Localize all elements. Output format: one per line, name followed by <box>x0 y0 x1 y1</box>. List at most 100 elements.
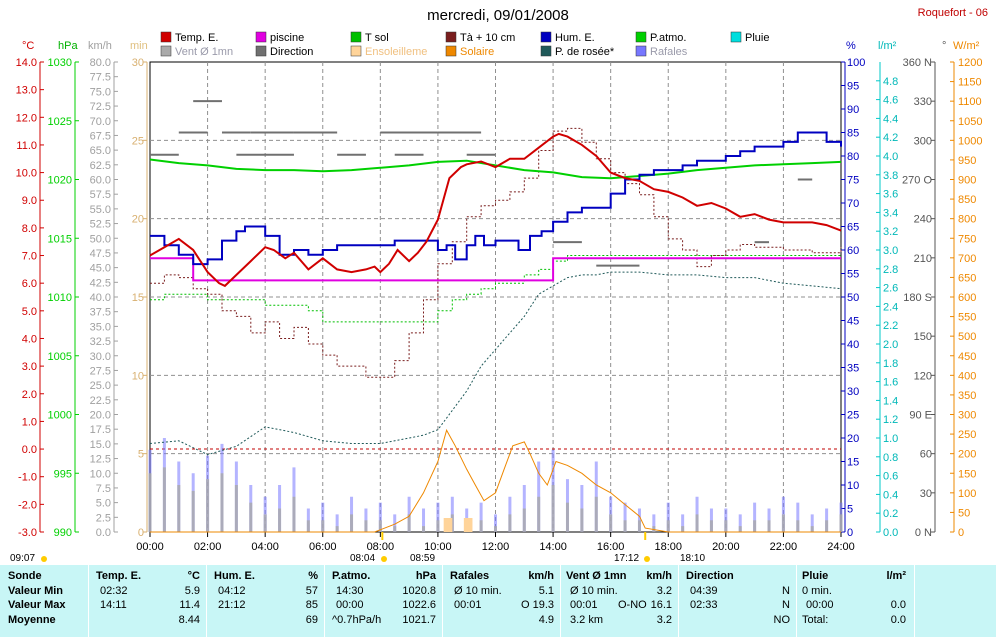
hum-tick-label: 55 <box>847 269 859 281</box>
hum-tick-label: 70 <box>847 198 859 210</box>
vent-tick-label: 42.5 <box>90 277 111 289</box>
pluie-tick-label: 3.6 <box>883 189 898 201</box>
pluie-tick-label: 0.0 <box>883 527 898 539</box>
patmo-avg-value: 1021.7 <box>402 613 436 626</box>
patmo-max-value: 1022.6 <box>402 599 436 611</box>
temp-tick-label: 6.0 <box>22 278 37 290</box>
unit-rafales: km/h <box>528 570 554 582</box>
dir-unit: ° <box>942 40 946 52</box>
pluie-tick-label: 4.6 <box>883 95 898 107</box>
vent-tick-label: 20.0 <box>90 410 111 422</box>
vent-tick-label: 72.5 <box>90 101 111 113</box>
sol-tick-label: 650 <box>958 272 976 284</box>
stats-col-temp: Temp. E. °C 02:32 5.9 14:11 11.4 8.44 <box>96 569 200 627</box>
pluie-tick-label: 4.0 <box>883 151 898 163</box>
vent-tick-label: 27.5 <box>90 365 111 377</box>
vent-tick-label: 65.0 <box>90 145 111 157</box>
vent-distance: 3.2 km <box>570 613 604 626</box>
header-sonde: Sonde <box>8 570 42 582</box>
hum-tick-label: 20 <box>847 433 859 445</box>
sol-tick-label: 850 <box>958 194 976 206</box>
x-tick-label: 24:00 <box>827 541 855 553</box>
x-tick-label: 18:00 <box>654 541 682 553</box>
pluie-unit: l/m² <box>878 40 897 52</box>
sol-tick-label: 400 <box>958 370 976 382</box>
sol-tick-label: 800 <box>958 214 976 226</box>
ensoleillement-bar <box>443 518 453 532</box>
fog-time: 08:59 <box>410 553 435 564</box>
hum-max-value: 85 <box>305 599 318 611</box>
legend-swatch-rafales <box>635 45 647 57</box>
header-rafales: Rafales <box>450 570 490 582</box>
hum-tick-label: 35 <box>847 363 859 375</box>
hum-tick-label: 60 <box>847 245 859 257</box>
hum-tick-label: 75 <box>847 175 859 187</box>
temp-tick-label: 8.0 <box>22 223 37 235</box>
sol-tick-label: 700 <box>958 253 976 265</box>
legend-label-hum: Hum. E. <box>555 32 595 44</box>
direction-max-value: N <box>782 599 790 611</box>
unit-pluie: l/m² <box>886 570 906 582</box>
legend-label-rosee: P. de rosée* <box>555 46 615 58</box>
stats-col-pluie: Pluie l/m² 0 min. 00:00 0.0 Total: 0.0 <box>802 569 906 627</box>
sol-tick-label: 1150 <box>958 77 982 89</box>
ens-unit: min <box>130 40 148 52</box>
sol-tick-label: 1100 <box>958 96 982 108</box>
x-tick-label: 00:00 <box>136 541 164 553</box>
vent-tick-label: 40.0 <box>90 292 111 304</box>
dir-tick-label: 60 <box>920 449 932 461</box>
ensoleillement-bar <box>463 518 473 532</box>
ens-tick-label: 10 <box>132 370 144 382</box>
vent-tick-label: 67.5 <box>90 130 111 142</box>
vent-min-time: Ø 10 min. <box>570 584 618 597</box>
legend-label-piscine: piscine <box>270 32 304 44</box>
sol-tick-label: 0 <box>958 527 964 539</box>
pluie-tick-label: 1.4 <box>883 395 898 407</box>
pluie-tick-label: 0.8 <box>883 452 898 464</box>
patmo-tick-label: 995 <box>54 468 72 480</box>
hum-max-time: 21:12 <box>218 599 246 611</box>
temp-tick-label: 0.0 <box>22 444 37 456</box>
legend-swatch-tsol <box>350 31 362 43</box>
temp-tick-label: -2.0 <box>18 499 37 511</box>
divider <box>796 565 797 637</box>
vent-max-dir: O-NO <box>618 599 647 611</box>
sol-tick-label: 750 <box>958 233 976 245</box>
vent-tick-label: 60.0 <box>90 175 111 187</box>
temp-line <box>149 132 842 288</box>
sol-tick-label: 1000 <box>958 135 982 147</box>
pluie-tick-label: 0.6 <box>883 471 898 483</box>
direction-min-time: 04:39 <box>690 584 718 597</box>
vent-tick-label: 37.5 <box>90 307 111 319</box>
vent-avg-value: 3.2 <box>656 613 672 626</box>
pluie-min-time: 0 min. <box>802 584 832 597</box>
temp-tick-label: 10.0 <box>16 168 37 180</box>
sol-tick-label: 600 <box>958 292 976 304</box>
ens-tick-label: 15 <box>132 292 144 304</box>
sol-tick-label: 450 <box>958 351 976 363</box>
stats-col-direction: Direction 04:39 N 02:33 N NO <box>686 569 790 627</box>
vent-tick-label: 75.0 <box>90 86 111 98</box>
dir-tick-label: 90 E <box>909 410 932 422</box>
legend-label-vent: Vent Ø 1mn <box>175 46 233 58</box>
hum-tick-label: 10 <box>847 480 859 492</box>
hum-tick-label: 15 <box>847 457 859 469</box>
legend-swatch-ensoleillement <box>350 45 362 57</box>
solaire-line <box>150 428 841 533</box>
sun-icon <box>381 556 387 562</box>
hum-tick-label: 95 <box>847 81 859 93</box>
dir-tick-label: 300 <box>914 135 932 147</box>
temp-tick-label: 12.0 <box>16 112 37 124</box>
hum-tick-label: 30 <box>847 386 859 398</box>
direction-max-time: 02:33 <box>690 599 718 611</box>
hum-tick-label: 90 <box>847 104 859 116</box>
sol-tick-label: 900 <box>958 175 976 187</box>
sol-tick-label: 350 <box>958 390 976 402</box>
sol-tick-label: 500 <box>958 331 976 343</box>
unit-vent: km/h <box>646 570 672 582</box>
pluie-tick-label: 2.4 <box>883 301 898 313</box>
pluie-tick-label: 4.2 <box>883 132 898 144</box>
ens-tick-label: 20 <box>132 214 144 226</box>
divider <box>914 565 915 637</box>
